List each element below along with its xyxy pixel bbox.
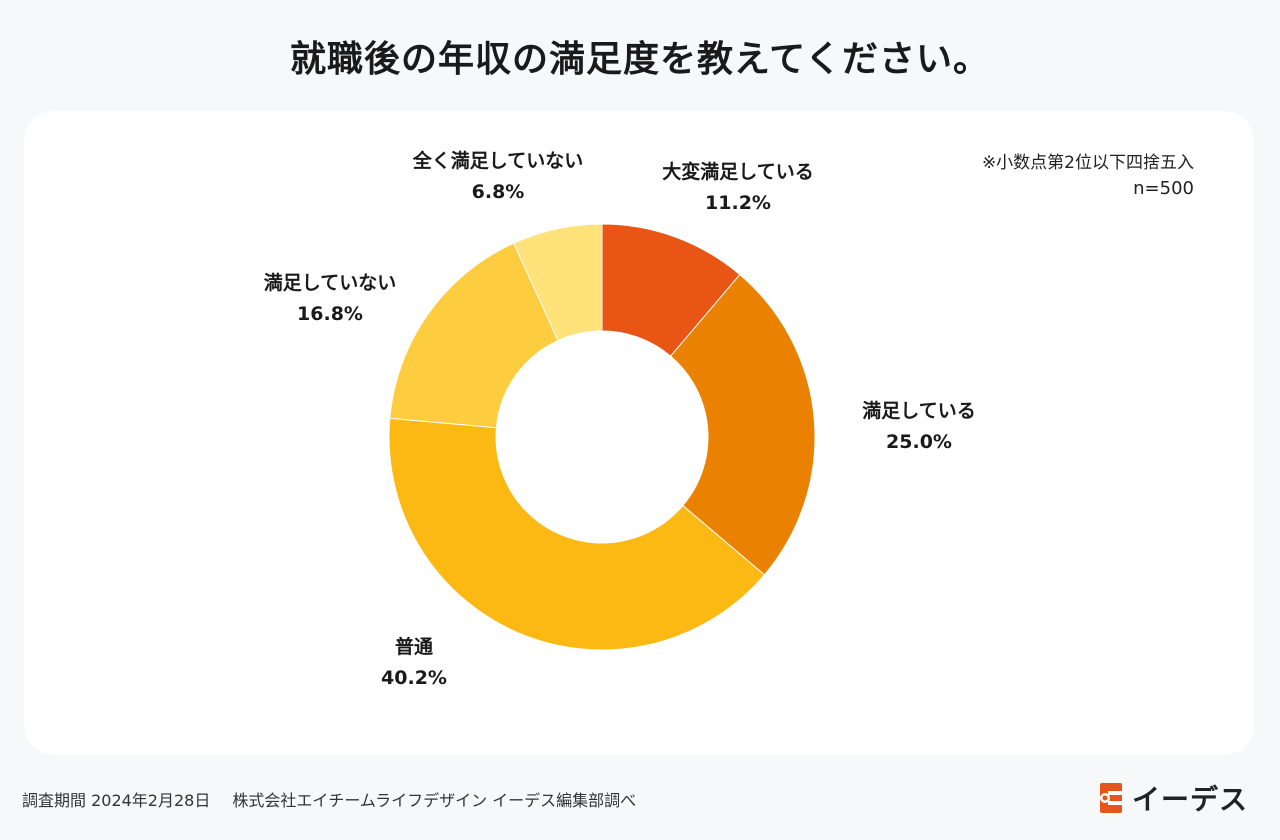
donut-slice — [513, 223, 603, 342]
slice-label: 満足している — [862, 400, 975, 422]
sample-size: n=500 — [1133, 178, 1194, 199]
slice-value-label: 40.2% — [381, 667, 447, 689]
footer-credit: 調査期間 2024年2月28日 株式会社エイチームライフデザイン イーデス編集部調… — [22, 787, 636, 811]
chart-card — [24, 111, 1254, 755]
slice-labels: 大変満足している 11.2% 満足している 25.0% 普通 40.2% 満足していない 16… — [264, 149, 976, 689]
slice-label: 全く満足していない — [412, 149, 583, 172]
survey-source: 株式会社エイチームライフデザイン イーデス編集部調べ — [232, 791, 637, 810]
slice-label: 普通 — [395, 635, 434, 658]
logo-text: イーデス — [1131, 783, 1248, 816]
chart-title: 就職後の年収の満足度を教えてください。 — [289, 39, 991, 80]
slice-value-label: 6.8% — [472, 181, 525, 203]
slice-label: 大変満足している — [662, 160, 813, 183]
donut-slice — [669, 273, 816, 576]
edeas-logo: イーデス — [1098, 778, 1248, 818]
slice-value-label: 16.8% — [297, 303, 363, 325]
survey-period: 調査期間 2024年2月28日 — [22, 791, 211, 810]
slice-value-label: 25.0% — [886, 431, 952, 453]
chart-note: ※小数点第2位以下四捨五入 n=500 — [982, 150, 1194, 202]
donut-slice — [388, 417, 766, 651]
rounding-note: ※小数点第2位以下四捨五入 — [981, 153, 1194, 173]
edeas-logo-icon — [1098, 783, 1124, 813]
slice-label: 満足していない — [264, 272, 396, 294]
donut-slices — [388, 223, 816, 651]
donut-slice — [389, 242, 559, 429]
slice-value-label: 11.2% — [705, 192, 771, 214]
